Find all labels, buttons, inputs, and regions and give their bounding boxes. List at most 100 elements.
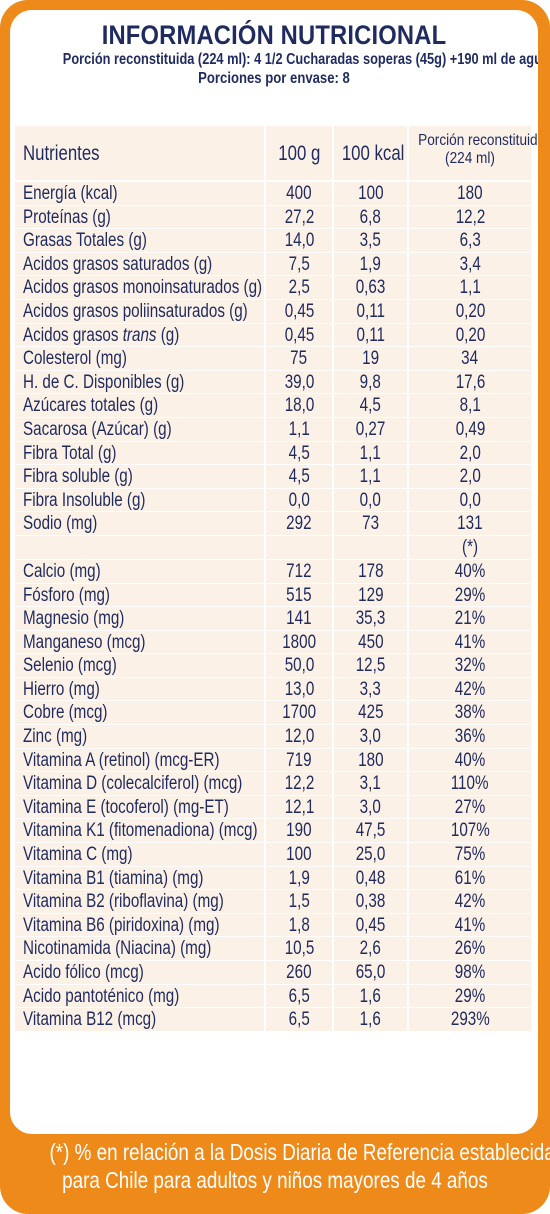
table-row: Sacarosa (Azúcar) (g) 1,1 0,27 0,49 [15,417,531,442]
value-per-portion: 75% [454,844,486,866]
table-row: Grasas Totales (g) 14,0 3,5 6,3 [15,229,531,253]
table-row: Acidos grasos saturados (g) 7,5 1,9 3,4 [15,252,531,277]
value-per-100g: 190 [266,819,334,843]
table-row: Vitamina B12 (mcg) 6,5 1,6 293% [15,1008,531,1032]
table-row: Acido pantoténico (mg) 6,5 1,6 29% [15,984,531,1009]
value-per-100g: 1,5 [266,890,334,913]
value-per-100g: 1,8 [266,913,334,937]
value-per-portion: 26% [454,938,486,960]
value-per-100g: 1,9 [266,866,334,890]
table-row: Colesterol (mg) 75 19 34 [15,347,531,371]
value-per-portion: 27% [454,796,486,818]
table-row: Magnesio (mg) 141 35,3 21% [15,607,531,631]
value-per-portion: 0,20 [455,300,485,322]
value-per-100g: 0,45 [266,299,334,323]
nutrient-name: Fósforo (mg) [15,583,266,607]
value-per-100g: 0,45 [266,323,334,347]
value-per-portion: 34 [461,348,479,370]
table-row: Sodio (mg) 292 73 131 [15,512,531,536]
table-row: Acidos grasos monoinsaturados (g) 2,5 0,63… [15,276,531,300]
header-nutrients: Nutrientes [15,126,266,180]
value-per-portion: 131 [457,513,483,535]
value-per-100g: 6,5 [266,1008,334,1031]
value-per-100kcal: 3,1 [334,772,409,795]
value-per-100kcal: 3,5 [334,229,409,252]
table-row: Vitamina K1 (fitomenadiona) (mcg) 190 47,5… [15,819,531,844]
table-row: Acidos grasos poliinsaturados (g) 0,45 0,1… [15,299,531,324]
table-row: Azúcares totales (g) 18,0 4,5 8,1 [15,394,531,418]
nutrient-name: Fibra Insoluble (g) [15,488,266,512]
nutrient-name: Acido pantoténico (mg) [15,984,266,1008]
value-per-100kcal: 0,0 [334,488,409,512]
value-per-portion: 2,0 [459,442,481,464]
servings-per-container-line: Porciones por envase: 8 [198,70,350,87]
table-row: H. de C. Disponibles (g) 39,0 9,8 17,6 [15,370,531,395]
value-per-100kcal: 4,5 [334,394,409,417]
table-row: Acidos grasos trans (g) 0,45 0,11 0,20 [15,323,531,348]
value-per-100kcal: 450 [334,630,409,654]
nutrition-table: Nutrientes 100 g 100 kcal Porción recons… [15,126,538,1032]
value-per-portion: 41% [454,914,486,936]
value-per-100kcal: 180 [334,748,409,772]
value-per-100kcal: 1,1 [334,441,409,465]
nutrient-name: Proteínas (g) [15,205,266,229]
value-per-100g: 1800 [266,630,334,654]
table-row: Cobre (mcg) 1700 425 38% [15,701,531,726]
value-per-100kcal: 9,8 [334,370,409,394]
header-portion: Porción reconstituida (224 ml) [418,132,538,167]
table-row: Selenio (mcg) 50,0 12,5 32% [15,654,531,678]
nutrient-name: Zinc (mg) [15,725,266,748]
nutrient-name: Vitamina K1 (fitomenadiona) (mcg) [15,819,266,843]
value-per-100kcal: 0,11 [334,323,409,347]
reference-marker-row: (*) [15,535,531,560]
value-per-portion: 107% [450,820,490,842]
value-per-100kcal: 425 [334,701,409,725]
value-per-portion: 29% [454,985,486,1007]
value-per-portion: 0,0 [459,489,481,511]
nutrient-name: Vitamina D (colecalciferol) (mcg) [15,772,266,795]
footnote: (*) % en relación a la Dosis Diaria de R… [0,1138,550,1194]
footnote-line-2: para Chile para adultos y niños mayores … [62,1167,488,1193]
nutrient-name: Grasas Totales (g) [15,229,266,252]
value-per-100kcal: 3,0 [334,725,409,748]
table-row: Zinc (mg) 12,0 3,0 36% [15,725,531,749]
value-per-100g: 4,5 [266,441,334,465]
value-per-100kcal: 35,3 [334,607,409,630]
value-per-100kcal: 6,8 [334,205,409,229]
value-per-portion: 180 [457,183,483,204]
nutrient-name: Sacarosa (Azúcar) (g) [15,417,266,441]
value-per-100kcal: 1,6 [334,1008,409,1031]
nutrient-name: Vitamina B2 (riboflavina) (mg) [15,890,266,913]
value-per-portion: 98% [454,962,486,983]
value-per-100kcal: 0,11 [334,299,409,323]
value-per-portion: 40% [454,749,486,771]
value-per-100g: 10,5 [266,937,334,960]
nutrient-name: Energía (kcal) [15,182,266,205]
value-per-portion: 110% [451,773,489,795]
nutrient-name: Azúcares totales (g) [15,394,266,417]
nutrient-name: Calcio (mg) [15,559,266,583]
table-row: Fósforo (mg) 515 129 29% [15,583,531,608]
value-per-100g: 4,5 [266,465,334,488]
value-per-100g: 719 [266,748,334,772]
header-per-100kcal: 100 kcal [334,126,409,180]
value-per-100kcal: 0,48 [334,866,409,890]
table-header-row: Nutrientes 100 g 100 kcal Porción recons… [15,126,538,182]
value-per-100kcal: 0,63 [334,276,409,299]
nutrient-name: Magnesio (mg) [15,607,266,630]
table-row: Vitamina B2 (riboflavina) (mg) 1,5 0,38 42% [15,890,531,914]
value-per-100kcal: 3,0 [334,795,409,819]
value-per-100kcal: 1,9 [334,252,409,276]
value-per-100g: 141 [266,607,334,630]
table-row: Calcio (mg) 712 178 40% [15,559,531,584]
value-per-portion: 61% [454,867,486,889]
nutrient-name: Nicotinamida (Niacina) (mg) [15,937,266,960]
value-per-100kcal: 0,38 [334,890,409,913]
value-per-100g: 50,0 [266,654,334,677]
value-per-portion: 0,49 [455,418,485,440]
reference-marker: (*) [461,536,479,558]
value-per-100kcal: 65,0 [334,961,409,984]
table-row: Fibra Insoluble (g) 0,0 0,0 0,0 [15,488,531,513]
table-row: Fibra soluble (g) 4,5 1,1 2,0 [15,465,531,489]
